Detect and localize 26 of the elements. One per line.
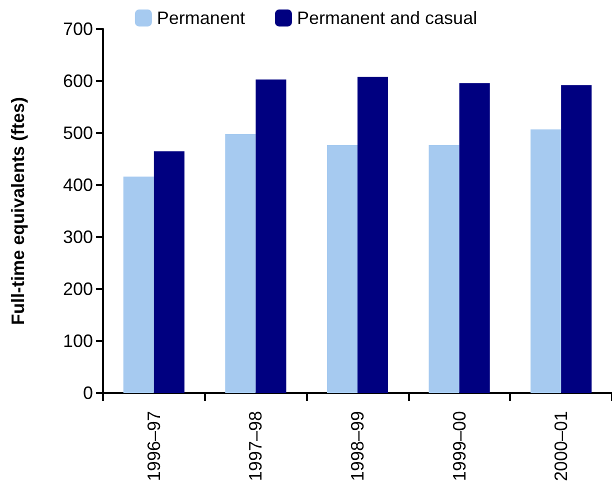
y-tick-label: 100 [62, 331, 93, 351]
bar [326, 144, 358, 393]
x-tick-label: 1999–00 [449, 411, 470, 482]
y-tick-label: 400 [62, 175, 93, 195]
x-tick-label: 1997–98 [246, 411, 266, 482]
y-tick-label: 600 [62, 71, 93, 91]
y-axis-title: Full-time equivalents (ftes) [8, 96, 28, 326]
legend-label: Permanent [156, 8, 245, 28]
bar [256, 79, 286, 393]
y-tick-label: 0 [82, 383, 93, 403]
x-tick-label: 1996–97 [144, 411, 164, 482]
x-tick-label: 2000–01 [551, 411, 572, 482]
bar [358, 76, 388, 393]
y-tick-label: 700 [62, 19, 93, 39]
bar [459, 83, 490, 393]
bar [154, 151, 184, 393]
bar [123, 176, 154, 393]
y-tick-label: 300 [62, 227, 93, 247]
y-tick-label: 200 [62, 279, 93, 299]
bar [225, 134, 256, 393]
bar [530, 129, 562, 393]
bar [561, 85, 592, 393]
legend-label: Permanent and casual [296, 8, 478, 28]
bar [428, 144, 460, 393]
y-tick-label: 500 [62, 123, 93, 143]
x-tick-label: 1998–99 [348, 411, 368, 482]
